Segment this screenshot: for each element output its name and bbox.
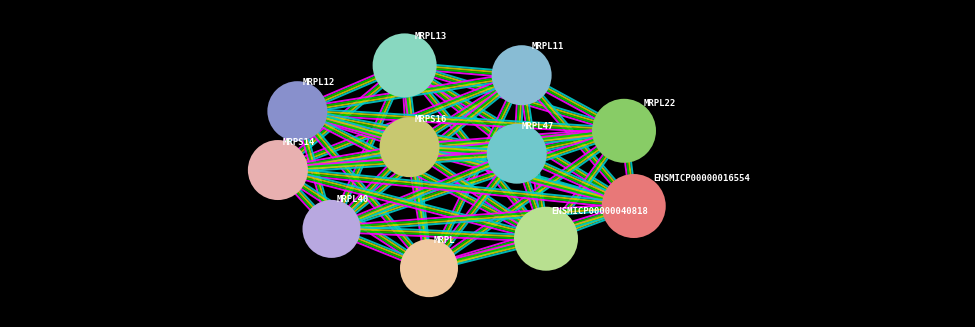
Text: ENSMICP00000040818: ENSMICP00000040818	[551, 207, 647, 216]
Text: MRPL11: MRPL11	[531, 42, 564, 51]
Text: ENSMICP00000016554: ENSMICP00000016554	[653, 174, 750, 183]
Text: MRPS14: MRPS14	[283, 138, 315, 147]
Circle shape	[514, 207, 578, 271]
Circle shape	[267, 81, 328, 141]
Text: MRPS16: MRPS16	[414, 115, 447, 124]
Circle shape	[372, 33, 437, 97]
Circle shape	[400, 239, 458, 297]
Circle shape	[379, 117, 440, 177]
Circle shape	[602, 174, 666, 238]
Circle shape	[487, 124, 547, 184]
Circle shape	[248, 140, 308, 200]
Circle shape	[491, 45, 552, 105]
Text: MRPL12: MRPL12	[302, 77, 334, 87]
Text: MRPL22: MRPL22	[644, 99, 676, 108]
Text: MRPL40: MRPL40	[336, 195, 369, 204]
Circle shape	[302, 200, 361, 258]
Text: MRPL13: MRPL13	[414, 32, 447, 41]
Circle shape	[592, 99, 656, 163]
Text: MRPL47: MRPL47	[522, 122, 554, 131]
Text: MRPL: MRPL	[434, 236, 455, 245]
